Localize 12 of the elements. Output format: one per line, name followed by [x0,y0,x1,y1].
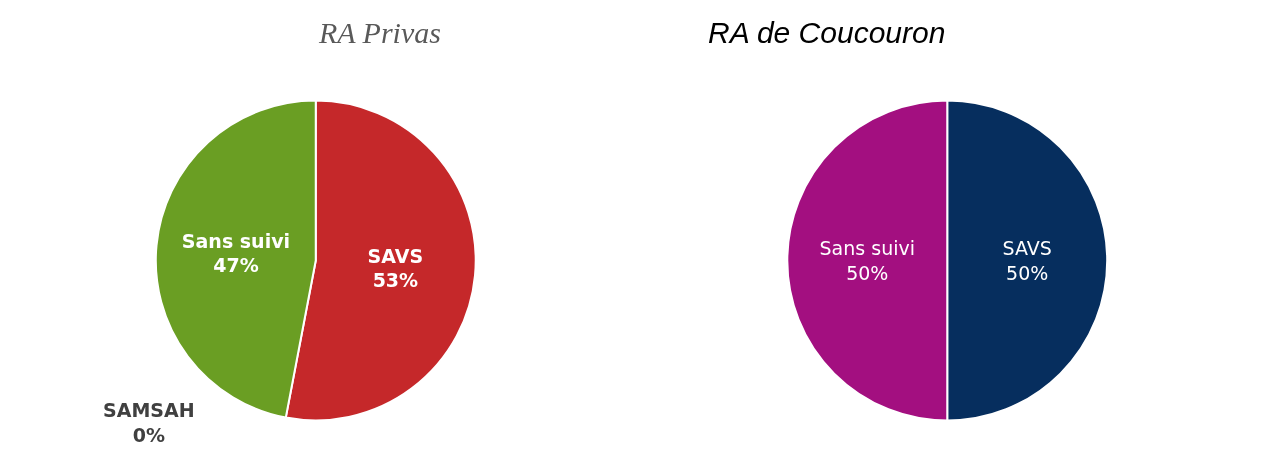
category-label: SAMSAH [103,399,195,421]
data-label: 50% [846,261,889,284]
data-label: 50% [1006,261,1049,284]
chart-title: RA de Coucouron [708,16,946,49]
slice-label: Sans suivi [181,229,291,252]
data-label: 53% [372,269,419,292]
chart-title: RA Privas [318,16,441,49]
data-label: 47% [213,254,259,277]
text: 0% [132,423,165,446]
slice-label: SAVS [1002,237,1052,260]
slice-label: SAVS [367,244,424,267]
slice-label: Sans suivi [819,237,915,260]
